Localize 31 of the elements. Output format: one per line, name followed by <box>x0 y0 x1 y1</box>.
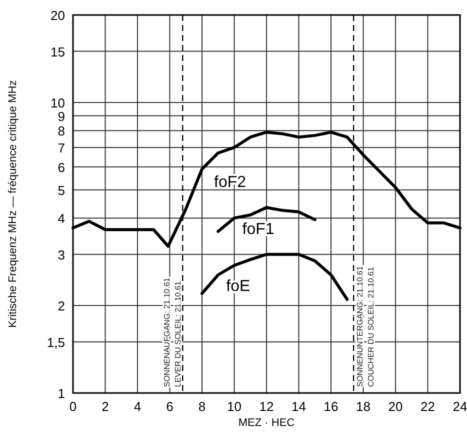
y-tick-label: 5 <box>58 182 65 198</box>
y-tick-label: 4 <box>58 211 65 226</box>
ref-line-label: SONNENAUFGANG: 21.10.61 LEVER DU SOLEIL: 21.10.61 <box>162 277 183 387</box>
y-tick-label: 1 <box>58 386 65 401</box>
y-axis-title: Kritische Frequenz MHz — fréquence critique MHz <box>7 80 19 328</box>
y-tick-label: 20 <box>50 8 65 23</box>
x-tick-label: 8 <box>198 399 206 414</box>
y-tick-label: 1,5 <box>46 334 65 350</box>
line-series <box>200 252 349 301</box>
y-tick-label: 7 <box>58 140 65 156</box>
x-tick-label: 14 <box>292 399 306 414</box>
y-tick-label: 3 <box>58 247 65 262</box>
x-tick-label: 6 <box>166 399 174 414</box>
x-tick-label: 2 <box>102 399 109 414</box>
x-axis-title: MEZ · HEC <box>238 417 295 429</box>
x-tick-label: 18 <box>356 399 370 414</box>
y-tick-label: 10 <box>50 95 65 110</box>
x-tick-label: 12 <box>259 399 274 414</box>
x-tick-label: 16 <box>324 399 338 414</box>
y-tick-label: 2 <box>58 298 65 314</box>
x-tick-label: 24 <box>452 399 467 414</box>
x-tick-label: 20 <box>388 399 403 414</box>
y-tick-label: 8 <box>58 124 65 139</box>
x-tick-label: 0 <box>69 399 77 414</box>
ref-line-label: SONNENUNTERGANG: 21.10.61 COUCHER DU SOLEIL: 21.10.61 <box>356 266 376 387</box>
x-tick-label: 4 <box>134 399 142 414</box>
x-tick-label: 22 <box>420 399 435 414</box>
x-tick-label: 10 <box>227 399 242 414</box>
y-tick-label: 6 <box>58 160 65 175</box>
y-tick-label: 9 <box>58 108 65 124</box>
y-tick-label: 15 <box>50 44 65 60</box>
